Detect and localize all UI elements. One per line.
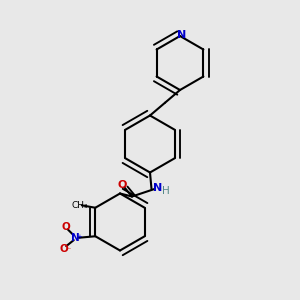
Text: O: O bbox=[59, 244, 68, 254]
Text: N: N bbox=[177, 29, 186, 40]
Text: N: N bbox=[71, 233, 80, 243]
Text: N: N bbox=[154, 183, 163, 194]
Text: O: O bbox=[117, 179, 127, 190]
Text: ⁻: ⁻ bbox=[66, 245, 71, 254]
Text: +: + bbox=[76, 233, 82, 239]
Text: CH₃: CH₃ bbox=[71, 201, 88, 210]
Text: O: O bbox=[62, 222, 70, 232]
Text: H: H bbox=[162, 185, 170, 196]
